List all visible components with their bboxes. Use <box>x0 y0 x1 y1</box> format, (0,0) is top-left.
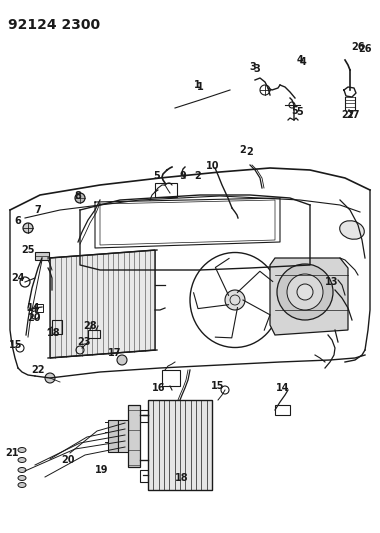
Bar <box>148 400 212 490</box>
Text: 5: 5 <box>154 171 160 181</box>
Circle shape <box>23 223 33 233</box>
Text: 16: 16 <box>152 383 166 393</box>
Text: 22: 22 <box>31 365 45 375</box>
Text: 15: 15 <box>9 340 23 350</box>
Bar <box>275 405 290 415</box>
Bar <box>162 370 180 386</box>
Text: 20: 20 <box>61 455 75 465</box>
Bar <box>108 420 118 452</box>
Text: 20: 20 <box>27 313 41 323</box>
Bar <box>88 330 100 338</box>
Text: 3: 3 <box>250 62 257 72</box>
Circle shape <box>277 264 333 320</box>
Text: 23: 23 <box>77 337 91 347</box>
Text: 4: 4 <box>297 55 303 65</box>
Text: 2: 2 <box>246 147 253 157</box>
Text: 18: 18 <box>47 328 61 338</box>
Bar <box>35 252 49 260</box>
Text: 1: 1 <box>197 82 204 92</box>
Bar <box>140 410 148 422</box>
Text: 7: 7 <box>35 205 41 215</box>
Text: 15: 15 <box>211 381 225 391</box>
Circle shape <box>225 290 245 310</box>
Text: 92124 2300: 92124 2300 <box>8 18 100 32</box>
Bar <box>52 320 62 334</box>
Bar <box>128 405 140 467</box>
Ellipse shape <box>18 482 26 488</box>
Text: 1: 1 <box>194 80 200 90</box>
Bar <box>118 420 128 452</box>
Bar <box>155 183 177 197</box>
Ellipse shape <box>18 475 26 481</box>
Circle shape <box>287 274 323 310</box>
Text: 2: 2 <box>240 145 246 155</box>
Text: 18: 18 <box>175 473 189 483</box>
Ellipse shape <box>18 448 26 453</box>
Text: 5: 5 <box>291 106 298 116</box>
Text: 2: 2 <box>195 171 201 181</box>
Bar <box>35 304 43 312</box>
Text: 27: 27 <box>346 110 360 120</box>
Circle shape <box>117 355 127 365</box>
Text: 19: 19 <box>95 465 109 475</box>
Circle shape <box>297 284 313 300</box>
Circle shape <box>75 193 85 203</box>
Text: 24: 24 <box>11 273 25 283</box>
Text: 28: 28 <box>83 321 97 331</box>
Text: 13: 13 <box>325 277 339 287</box>
Polygon shape <box>50 250 155 358</box>
Ellipse shape <box>18 467 26 472</box>
Text: 14: 14 <box>27 303 41 313</box>
Circle shape <box>45 373 55 383</box>
Text: 21: 21 <box>5 448 19 458</box>
Text: 9: 9 <box>180 171 186 181</box>
Text: 10: 10 <box>206 161 220 171</box>
Bar <box>140 470 148 482</box>
Ellipse shape <box>340 221 364 239</box>
Text: 6: 6 <box>14 216 21 226</box>
Text: 26: 26 <box>351 42 365 52</box>
Text: 14: 14 <box>276 383 290 393</box>
Ellipse shape <box>18 457 26 463</box>
Text: 17: 17 <box>108 348 122 358</box>
Text: 27: 27 <box>341 110 355 120</box>
Text: 4: 4 <box>300 57 307 67</box>
Text: 3: 3 <box>253 64 260 74</box>
Text: 25: 25 <box>21 245 35 255</box>
Text: 8: 8 <box>74 191 81 201</box>
Polygon shape <box>270 258 348 335</box>
Text: 5: 5 <box>296 107 303 117</box>
Text: 26: 26 <box>358 44 372 54</box>
